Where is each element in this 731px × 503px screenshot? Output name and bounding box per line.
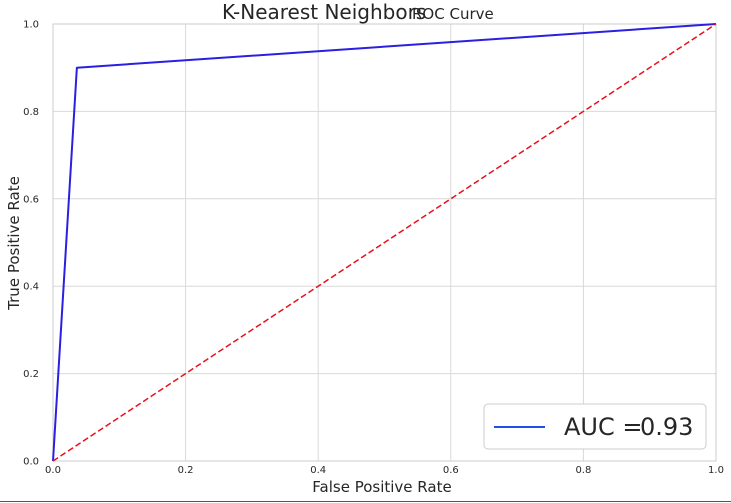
axes-frame	[52, 23, 717, 462]
y-axis-ticks: 0.0 0.2 0.4 0.6 0.8 1.0	[23, 20, 39, 468]
chart-title-sub: ROC Curve	[412, 5, 494, 23]
legend-label-value: 0.93	[640, 413, 693, 441]
roc-curve-line	[52, 23, 717, 462]
chart-title-main: K-Nearest Neighbors	[222, 0, 426, 24]
x-tick-label: 0.4	[310, 465, 326, 476]
y-tick-label: 0.0	[23, 457, 39, 468]
x-axis-ticks: 0.0 0.2 0.4 0.6 0.8 1.0	[45, 465, 724, 476]
x-tick-label: 0.8	[575, 465, 591, 476]
x-tick-label: 0.2	[178, 465, 194, 476]
y-tick-label: 0.2	[23, 369, 39, 380]
legend: AUC = 0.93	[483, 403, 707, 450]
legend-label-prefix: AUC =	[564, 413, 642, 441]
x-tick-label: 0.0	[45, 465, 61, 476]
x-axis-label: False Positive Rate	[312, 478, 451, 496]
y-tick-label: 1.0	[23, 20, 39, 31]
y-tick-label: 0.8	[23, 107, 39, 118]
y-tick-label: 0.6	[23, 194, 39, 205]
y-tick-label: 0.4	[23, 282, 39, 293]
chart-title: K-Nearest Neighbors ROC Curve	[222, 0, 494, 24]
x-tick-label: 1.0	[708, 465, 724, 476]
grid-lines	[52, 23, 717, 462]
y-axis-label: True Positive Rate	[5, 176, 23, 311]
data-series	[52, 23, 717, 462]
legend-box	[483, 403, 707, 450]
x-tick-label: 0.6	[443, 465, 459, 476]
chance-diagonal-line	[52, 23, 717, 462]
